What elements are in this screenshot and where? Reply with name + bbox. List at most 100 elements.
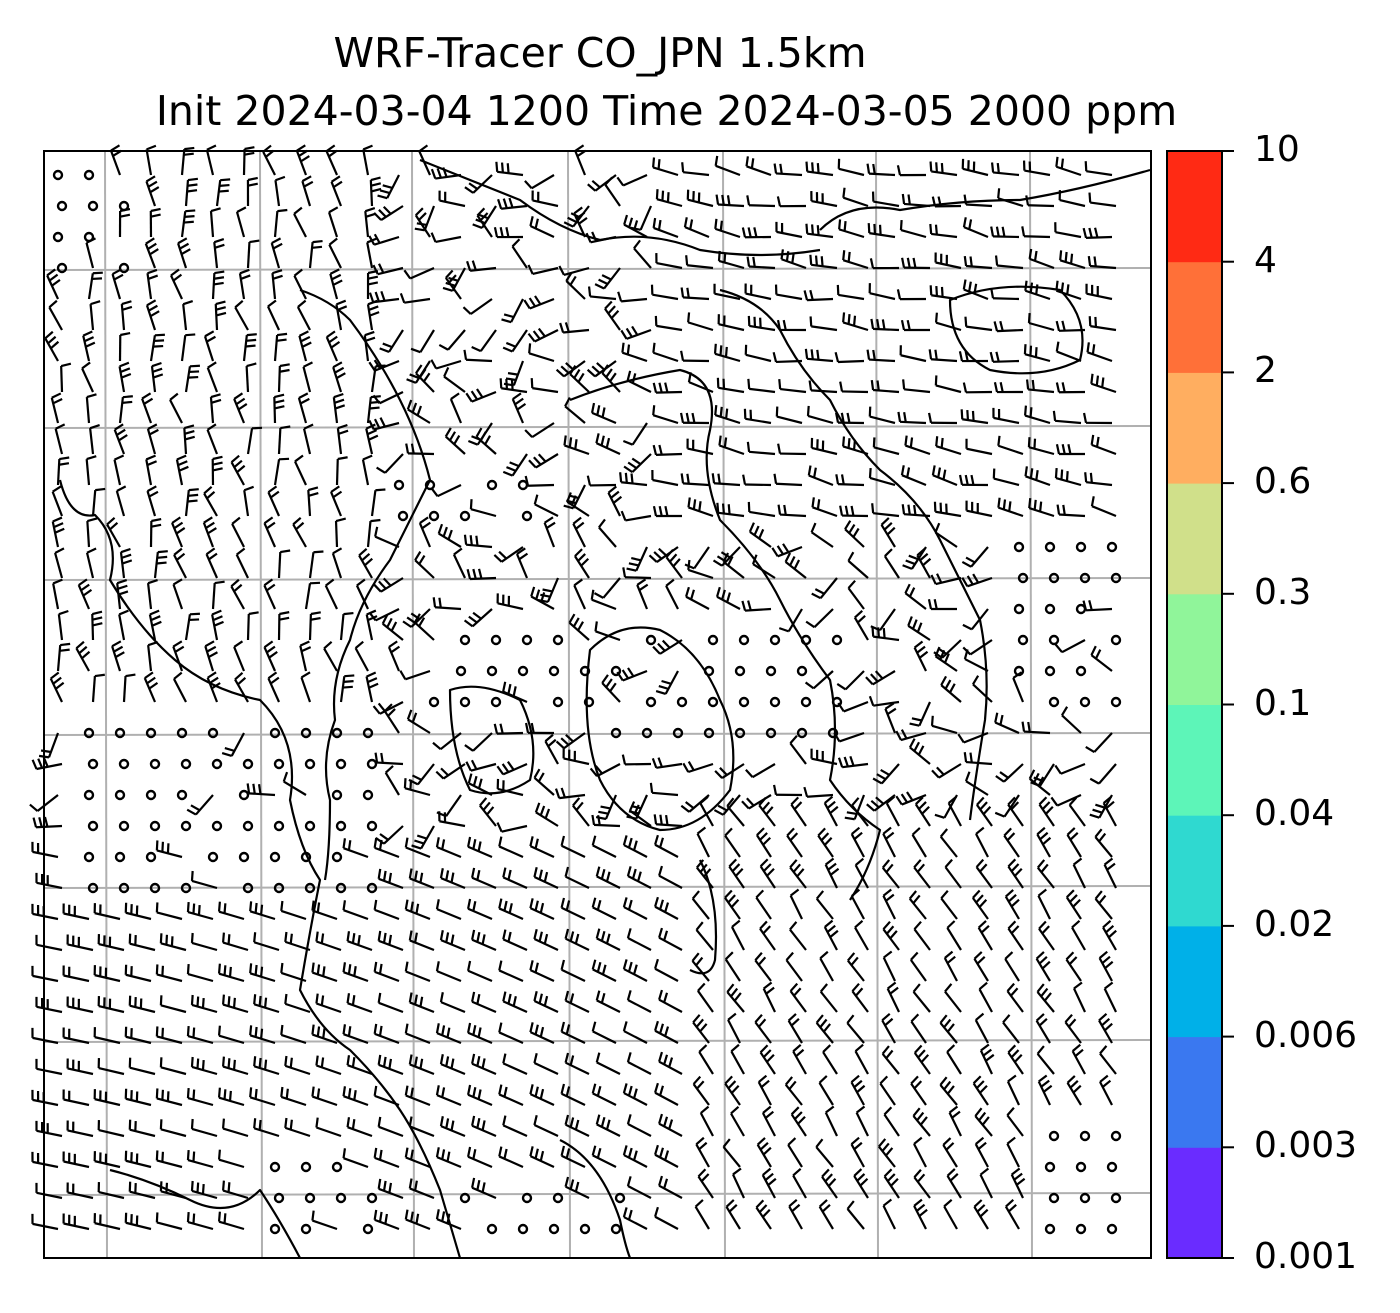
wind-barb [594, 621, 621, 642]
wind-barb [404, 1147, 431, 1169]
wind-barb [786, 827, 803, 858]
wind-barb [716, 377, 745, 394]
colorbar-segment [1167, 925, 1222, 1038]
wind-barb [899, 345, 927, 363]
wind-barb [217, 1149, 245, 1169]
wind-barb [724, 827, 741, 858]
wind-barb [182, 300, 194, 331]
wind-barb [804, 348, 834, 363]
wind-barb [315, 1117, 342, 1138]
wind-barb [595, 433, 621, 455]
wind-barb [1082, 600, 1113, 612]
wind-barb [818, 1199, 834, 1230]
wind-barb [89, 300, 101, 331]
wind-barb [66, 996, 94, 1014]
wind-barb [531, 190, 559, 208]
wind-barb [1054, 762, 1086, 775]
wind-barb [572, 797, 590, 827]
wind-barb [823, 795, 839, 827]
wind-barb [870, 379, 900, 394]
wind-barb [626, 990, 652, 1013]
wind-barb [595, 928, 621, 951]
wind-barb [726, 983, 745, 1013]
calm-marker [273, 820, 285, 832]
wind-barb [479, 797, 497, 827]
wind-barb [32, 816, 63, 829]
wind-barb [414, 551, 435, 579]
wind-barb [741, 600, 772, 612]
wind-barb [35, 996, 63, 1014]
wind-barb [97, 996, 125, 1014]
wind-barb [652, 444, 683, 456]
wind-barb [533, 1053, 559, 1075]
wind-barb [990, 162, 1020, 177]
calm-marker [1044, 1161, 1056, 1173]
wind-barb [324, 578, 338, 610]
wind-barb [435, 899, 462, 921]
wind-barb [364, 207, 376, 238]
wind-barb [430, 359, 462, 370]
wind-barb [463, 349, 493, 363]
wind-barb [665, 578, 679, 610]
wind-barb [591, 1145, 617, 1168]
wind-barb [902, 379, 931, 394]
wind-barb [293, 206, 307, 238]
wind-barb [842, 436, 869, 456]
wind-barb [124, 1026, 152, 1045]
wind-barb [366, 269, 379, 300]
calm-marker [1048, 1192, 1060, 1204]
wind-barb [404, 837, 431, 859]
wind-barb [866, 163, 896, 177]
wind-barb [741, 227, 772, 239]
wind-barb [93, 903, 121, 921]
wind-barb [655, 253, 683, 270]
wind-barb [155, 1150, 183, 1169]
wind-barb [253, 1118, 280, 1138]
wind-barb [277, 611, 290, 641]
wind-barb [204, 640, 218, 672]
wind-barb [273, 457, 290, 486]
wind-barb [912, 983, 931, 1013]
wind-barb [758, 797, 776, 827]
wind-barb [780, 249, 807, 270]
wind-barb [931, 465, 958, 487]
wind-barb [694, 1199, 710, 1230]
calm-marker [614, 1192, 626, 1204]
wind-barb [1061, 706, 1082, 734]
wind-barb [346, 931, 373, 952]
wind-barb [623, 214, 648, 238]
wind-barb [939, 828, 958, 858]
wind-barb [1072, 981, 1086, 1013]
wind-barb [844, 794, 866, 821]
gridline-meridian-7 [1029, 150, 1033, 1259]
wind-barb [883, 1106, 900, 1137]
wind-barb [854, 920, 869, 951]
wind-barb [1094, 890, 1113, 920]
wind-barb [622, 1207, 648, 1230]
wind-barb [974, 1012, 989, 1044]
wind-barb [373, 1147, 400, 1169]
wind-barb [586, 475, 617, 487]
wind-barb [31, 1213, 59, 1231]
wind-barb [910, 1013, 927, 1044]
wind-barb [868, 467, 896, 487]
wind-barb [145, 299, 160, 331]
wind-barb [695, 1136, 710, 1168]
wind-barb [989, 351, 1020, 363]
wind-barb [1002, 1014, 1020, 1044]
wind-barb [50, 392, 63, 424]
wind-barb [435, 1209, 462, 1231]
wind-barb [524, 722, 555, 735]
calm-marker [238, 789, 250, 801]
wind-barb [564, 1114, 590, 1137]
wind-barb [904, 435, 931, 456]
wind-barb [311, 1210, 338, 1231]
wind-barb [466, 568, 497, 581]
wind-barb [651, 469, 679, 487]
wind-barb [221, 732, 245, 757]
wind-barb [948, 1105, 962, 1137]
wind-barb [810, 522, 834, 548]
wind-barb [145, 454, 157, 486]
wind-barb [49, 671, 65, 703]
wind-barb [467, 1084, 493, 1107]
